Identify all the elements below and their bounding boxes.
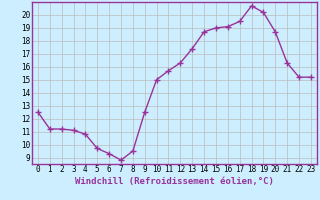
X-axis label: Windchill (Refroidissement éolien,°C): Windchill (Refroidissement éolien,°C) bbox=[75, 177, 274, 186]
